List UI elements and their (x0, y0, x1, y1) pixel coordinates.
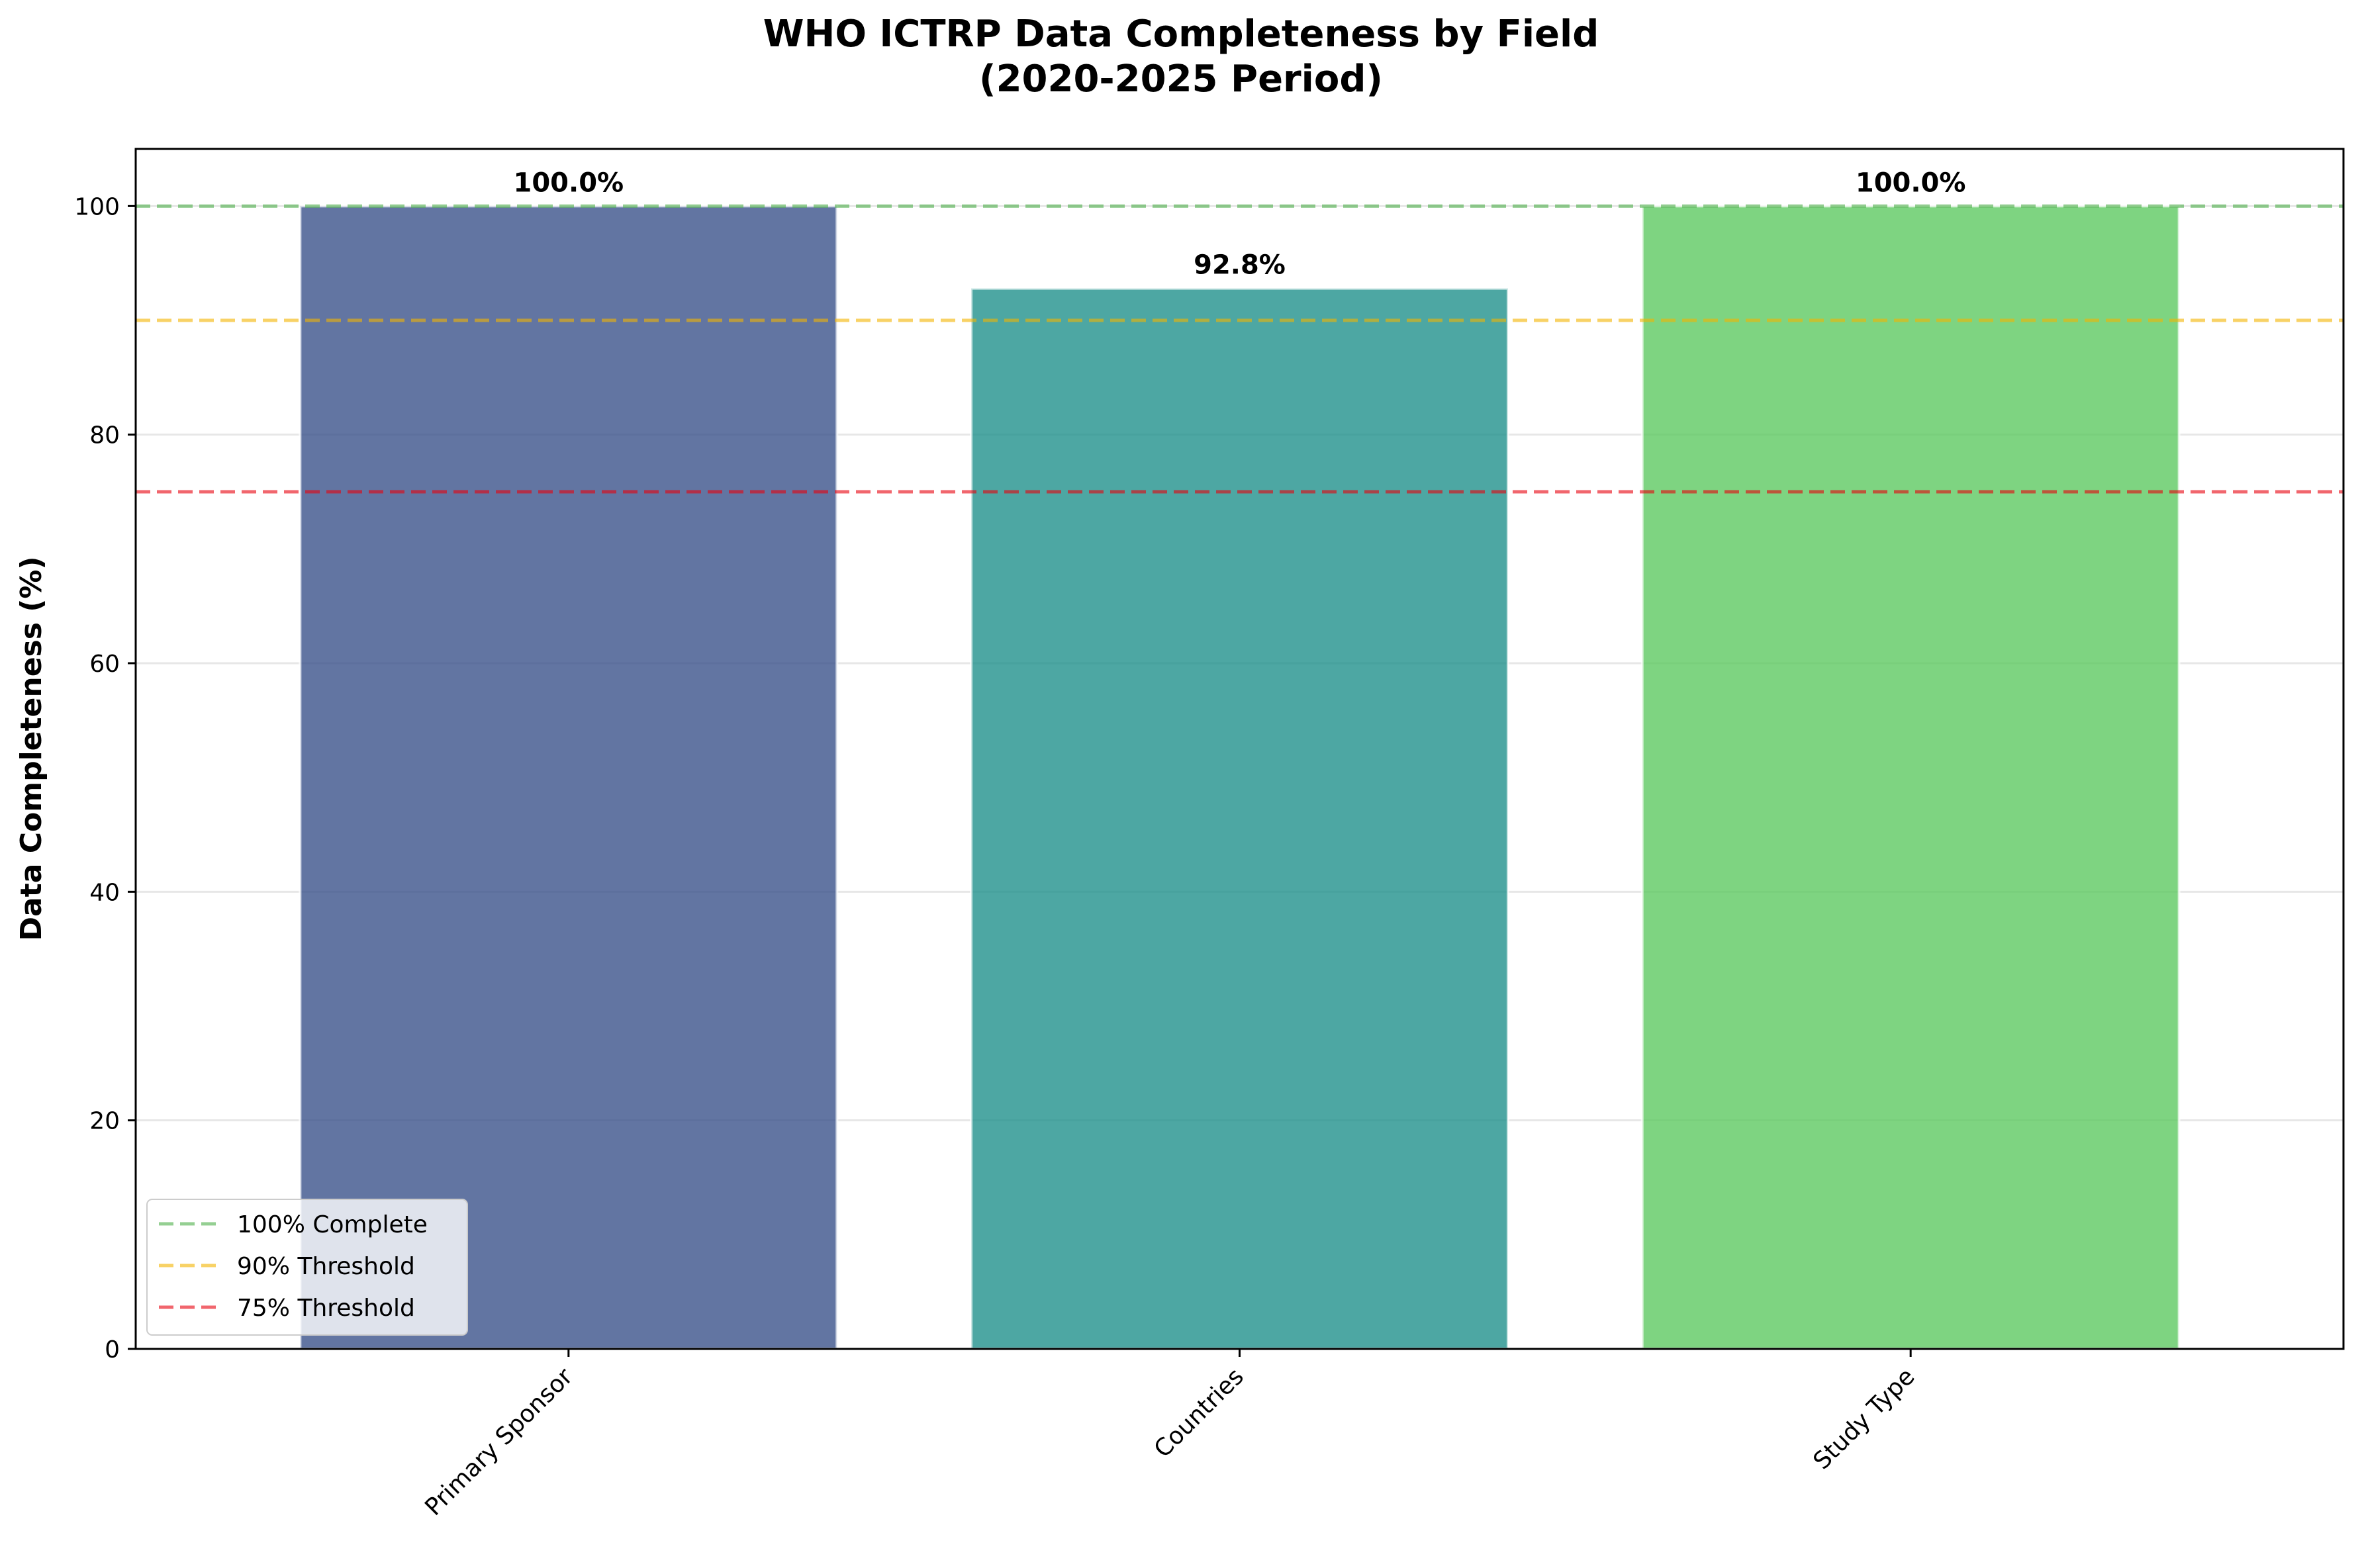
reference-lines (136, 204, 2343, 494)
x-tick-label: Primary Sponsor (420, 1363, 578, 1521)
bar (970, 287, 1509, 1350)
legend: 100% Complete 90% Threshold 75% Threshold (146, 1199, 468, 1336)
bar (299, 205, 839, 1350)
y-axis-ticks: 0 20 40 60 80 100 (74, 193, 136, 1363)
x-tick-label: Study Type (1808, 1363, 1920, 1475)
bar (1640, 205, 2181, 1350)
y-tick-label: 80 (89, 422, 120, 449)
y-tick-label: 60 (89, 651, 120, 678)
legend-box (146, 1199, 468, 1336)
y-tick-label: 100 (74, 193, 120, 220)
x-tick-label: Countries (1149, 1363, 1249, 1463)
bars (299, 205, 2181, 1350)
legend-label: 75% Threshold (237, 1295, 415, 1322)
value-label: 100.0% (1856, 167, 1966, 198)
chart-title-line1: WHO ICTRP Data Completeness by Field (763, 13, 1599, 56)
legend-label: 100% Complete (237, 1211, 428, 1238)
legend-label: 90% Threshold (237, 1253, 415, 1280)
x-axis-ticks: Primary Sponsor Countries Study Type (420, 1349, 1920, 1521)
y-axis-label: Data Completeness (%) (15, 556, 48, 941)
y-tick-label: 40 (89, 879, 120, 906)
value-labels: 100.0% 92.8% 100.0% (514, 167, 1966, 280)
chart-title-line2: (2020-2025 Period) (979, 58, 1383, 101)
value-label: 100.0% (514, 167, 624, 198)
y-tick-label: 0 (105, 1336, 120, 1363)
y-tick-label: 20 (89, 1108, 120, 1135)
value-label: 92.8% (1194, 250, 1286, 281)
